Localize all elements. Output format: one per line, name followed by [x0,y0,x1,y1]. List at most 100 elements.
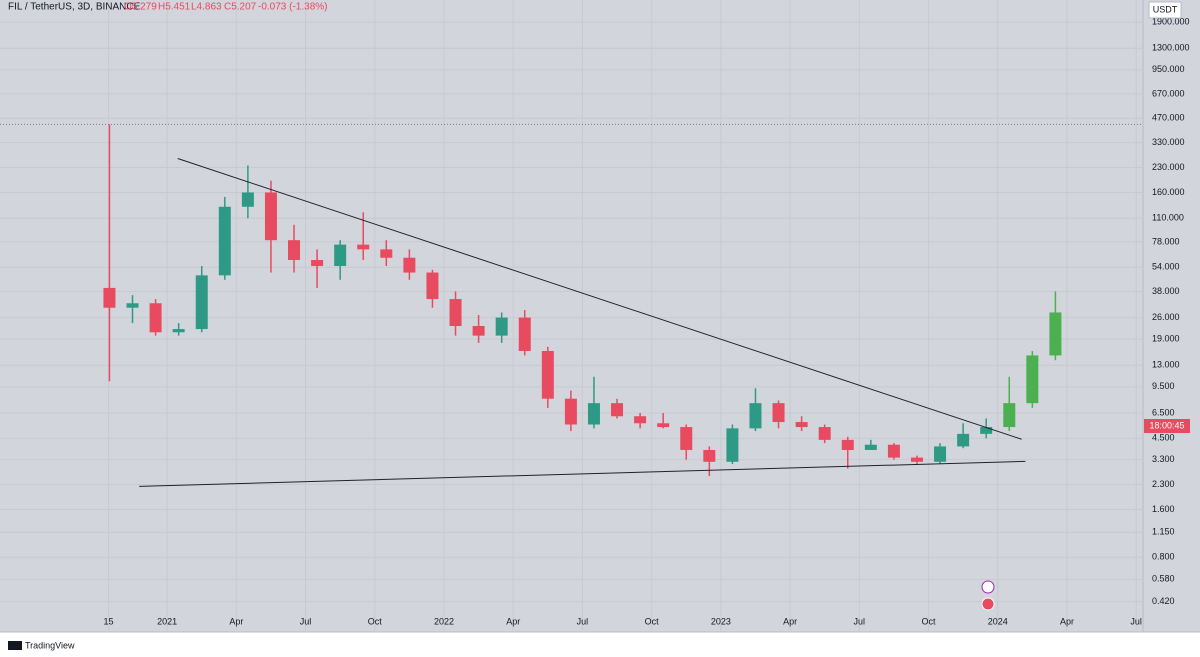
x-tick-label: Jul [1130,616,1142,626]
y-tick-label: 78.000 [1152,236,1180,246]
x-tick-label: Jul [854,616,866,626]
currency-box[interactable] [1148,1,1182,19]
y-tick-label: 950.000 [1152,64,1185,74]
plot-background [0,0,1143,632]
y-tick-label: 0.580 [1152,574,1175,584]
candle-body [749,403,762,429]
close-value: C5.207 [224,2,257,13]
candle-body [1026,355,1039,404]
y-tick-label: 1900.000 [1152,16,1190,26]
price-axis-background [1143,0,1200,632]
candle-body [634,416,647,424]
countdown: 18:00:45 [1149,420,1184,430]
x-tick-label: Jul [577,616,589,626]
candle-body [518,317,531,351]
candle-body [126,303,139,308]
candle-body [311,259,324,266]
candle-body [957,433,970,447]
candle-body [218,206,231,276]
candle-body [334,244,347,266]
candle-body [887,444,900,458]
candle-body [1003,403,1016,428]
candle-body [449,299,462,327]
candle-body [1049,312,1062,356]
x-tick-label: Apr [1060,616,1074,626]
y-tick-label: 670.000 [1152,88,1185,98]
y-tick-label: 0.420 [1152,596,1175,606]
y-tick-label: 1.150 [1152,527,1175,537]
candle-body [587,403,600,425]
x-tick-label: Oct [645,616,660,626]
brand: TradingView [25,640,75,650]
candle-body [657,423,670,428]
y-tick-label: 13.000 [1152,360,1180,370]
x-tick-label: 2022 [434,616,454,626]
x-tick-label: Oct [368,616,383,626]
x-tick-label: Jul [300,616,312,626]
candle-body [195,275,208,330]
y-tick-label: 160.000 [1152,187,1185,197]
candle-body [426,272,439,300]
open-value: O5.279 [124,2,157,13]
currency[interactable]: USDT [1153,4,1178,14]
y-tick-label: 470.000 [1152,113,1185,123]
axes: 1900.000 1300.000 950.000 670.000 470.000 330… [104,16,1190,626]
candle-body [934,446,947,462]
y-tick-label: 110.000 [1152,213,1184,223]
trendline [139,460,1026,487]
candle-body [564,398,577,425]
y-tick-label: 1300.000 [1152,43,1190,53]
candle-body [818,427,831,440]
y-tick-label: 26.000 [1152,312,1180,322]
low-value: L4.863 [191,2,222,13]
x-tick-label: Oct [922,616,937,626]
candle-body [841,439,854,450]
candle-body [264,192,277,241]
event-icon[interactable] [981,580,995,594]
candle-body [403,257,416,273]
x-tick-label: 15 [104,616,114,626]
candle-body [149,303,162,333]
candle-body [241,192,254,207]
brand-logo [8,641,22,650]
candle-body [680,427,693,450]
y-tick-label: 4.500 [1152,433,1175,443]
x-tick-label: Apr [506,616,520,626]
candle-body [703,449,716,462]
x-tick-label: Apr [783,616,797,626]
y-tick-label: 330.000 [1152,137,1185,147]
candle-body [611,403,624,417]
flag-icon[interactable] [981,597,995,611]
candle-body [795,422,808,428]
y-tick-label: 230.000 [1152,162,1185,172]
grid [0,0,1143,632]
candle-body [103,287,116,308]
y-tick-label: 19.000 [1152,334,1180,344]
y-tick-label: 54.000 [1152,262,1180,272]
candle-body [864,444,877,450]
trendline [177,158,1022,440]
y-tick-label: 2.300 [1152,479,1175,489]
y-tick-label: 38.000 [1152,286,1180,296]
candle-body [910,457,923,462]
y-tick-label: 9.500 [1152,381,1175,391]
candle-body [357,244,370,250]
x-tick-label: Apr [229,616,243,626]
plot [103,124,1062,487]
candle-body [172,329,185,333]
candle-body [980,427,993,434]
y-tick-label: 1.600 [1152,504,1175,514]
y-tick-label: 0.800 [1152,552,1175,562]
candle-body [772,403,785,423]
symbol: FIL / TetherUS, 3D, BINANCE [8,2,141,13]
change-value: -0.073 (-1.38%) [258,2,327,13]
candle-body [541,350,554,399]
candle-body [726,428,739,462]
x-tick-label: 2024 [988,616,1008,626]
y-tick-label: 3.300 [1152,454,1175,464]
countdown-box [1144,419,1190,433]
candle-body [380,249,393,258]
x-tick-label: 2021 [157,616,177,626]
